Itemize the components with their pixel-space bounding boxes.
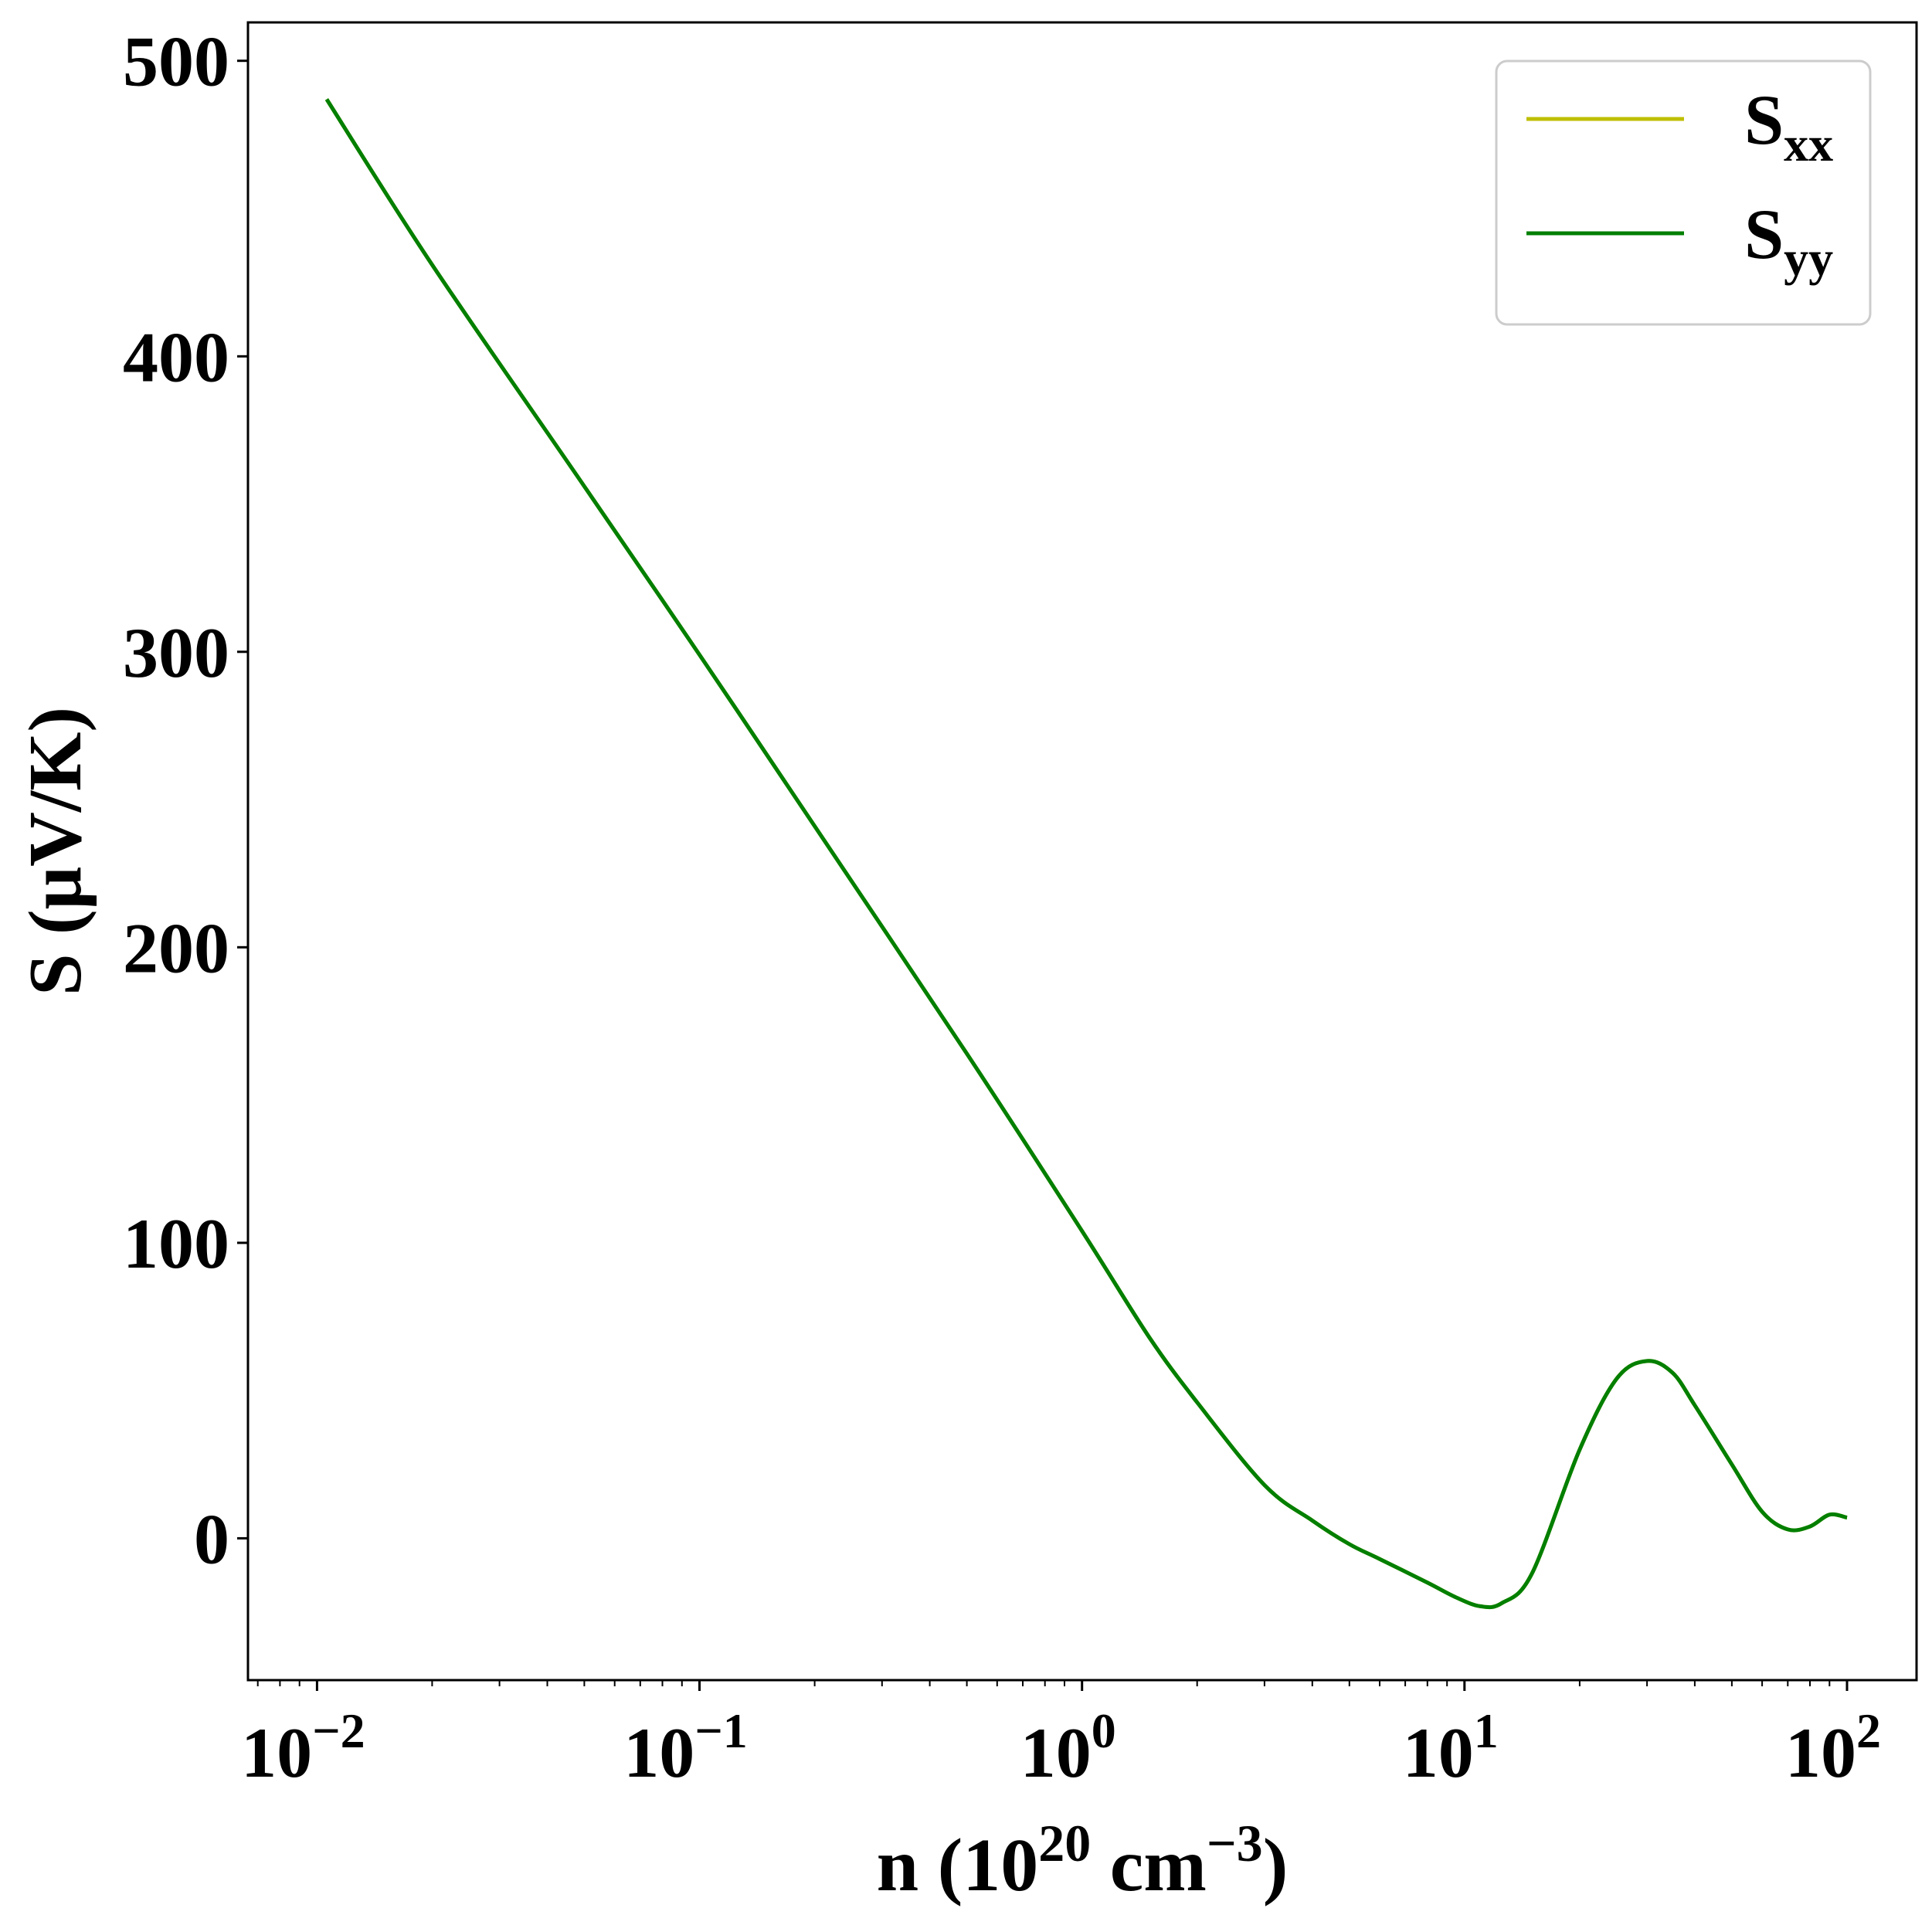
legend-label-syy: Syy [1744, 195, 1833, 286]
legend: Sxx Syy [1495, 59, 1872, 326]
series-layer [324, 98, 1848, 1610]
x-axis-ticks: 10−2 10−1 100 101 102 [241, 1680, 1881, 1792]
y-axis-ticks: 0 100 200 300 400 500 [123, 22, 248, 1578]
y-tick-label: 500 [123, 22, 229, 101]
x-tick-label: 101 [1403, 1703, 1499, 1792]
x-tick-label: 100 [1020, 1703, 1116, 1792]
y-tick-label: 200 [123, 908, 229, 987]
y-tick-label: 400 [123, 317, 229, 396]
x-tick-label: 10−1 [623, 1703, 747, 1792]
x-tick-label: 10−2 [241, 1703, 365, 1792]
legend-label-sxx: Sxx [1744, 80, 1833, 171]
series-line-yy [324, 98, 1848, 1610]
y-tick-label: 0 [194, 1499, 229, 1578]
legend-box [1495, 59, 1872, 326]
x-axis-label: n (1020 cm−3) [877, 1814, 1289, 1907]
y-tick-label: 100 [123, 1204, 229, 1283]
y-tick-label: 300 [123, 613, 229, 692]
x-tick-label: 102 [1785, 1703, 1881, 1792]
y-axis-label: S (μV/K) [14, 707, 97, 996]
